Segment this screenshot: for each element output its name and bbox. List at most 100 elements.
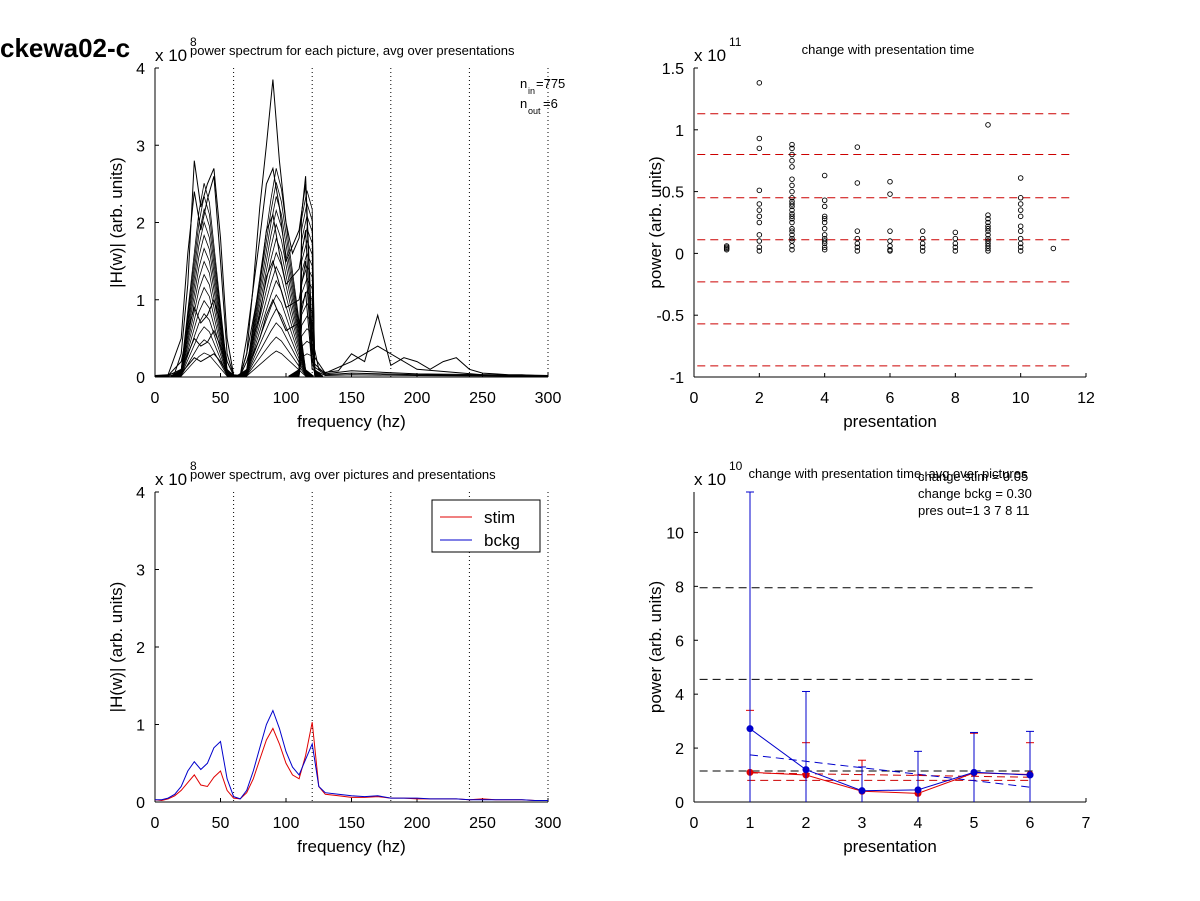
y-exponent-power: 8 [190,35,197,49]
data-point-bckg [970,768,978,776]
x-tick-label: 12 [1077,390,1095,407]
y-tick-label: -0.5 [656,308,684,325]
data-point [854,228,861,234]
y-tick-label: 2 [675,741,684,758]
y-tick-label: 8 [675,579,684,596]
data-point [985,219,991,226]
data-point [1017,228,1024,234]
data-point [789,225,795,232]
x-tick-label: 100 [273,815,300,832]
data-point [1017,213,1024,220]
data-point [952,229,959,236]
data-point [789,145,795,152]
annotation-line: pres out=1 3 7 8 11 [918,503,1029,518]
data-point [756,187,763,194]
data-point [821,225,828,232]
y-tick-label: 10 [666,525,684,542]
data-point [985,228,991,234]
x-axis-label: presentation [843,412,937,431]
spectrum-trace [170,220,236,377]
x-tick-label: 5 [970,815,979,832]
data-point [821,172,828,179]
spectrum-trace [170,183,236,377]
data-point [821,246,828,253]
x-tick-label: 2 [802,815,811,832]
data-point [756,248,763,254]
data-point [789,235,795,242]
data-point [756,244,763,250]
y-tick-label: 1 [675,123,684,140]
annotation-n: n [520,96,527,111]
x-tick-label: 0 [151,390,160,407]
data-point [854,248,861,254]
x-tick-label: 3 [858,815,867,832]
x-tick-label: 200 [404,390,431,407]
data-point [756,201,763,207]
data-point [756,135,763,142]
data-point [789,188,795,195]
y-exponent-base: x 10 [155,470,187,489]
data-point [985,248,991,254]
y-tick-label: 0 [675,246,684,263]
data-point [985,212,991,218]
panel-power-spectrum-each-picture: 0 50 100 150 200 250 300 0 1 2 3 4 frequency (hz) |H(… [107,35,565,431]
spectrum-trace [288,302,323,377]
data-point [887,228,893,234]
data-point [1017,248,1024,254]
spectrum-trace [154,166,549,376]
data-point [821,213,828,220]
annotation-n-out-value: =6 [543,96,558,111]
data-point [789,228,795,234]
panel-change-avg-over-pictures: 0 1 2 3 4 5 6 7 0 2 4 6 8 10 presentation power (arb. u… [646,459,1091,856]
y-tick-label: 1 [136,718,145,735]
spectrum-trace [236,293,314,377]
spectrum-trace [236,251,314,377]
series-line-stim [154,722,548,802]
y-axis-label: |H(w)| (arb. units) [107,582,126,713]
spectrum-trace [288,252,323,377]
y-exponent-power: 8 [190,459,197,473]
panel-change-with-presentation-time: 0 2 4 6 8 10 12 -1 -0.5 0 0.5 1 1.5 presentation power… [646,35,1095,431]
figure-label: ckewa02-c [0,33,130,63]
spectrum-trace [288,315,323,377]
data-point [919,244,926,250]
spectrum-trace [236,279,314,377]
x-tick-label: 2 [755,390,764,407]
data-point-bckg [802,766,810,774]
data-point [821,216,828,222]
data-point [1017,223,1024,229]
y-axis-label: |H(w)| (arb. units) [107,157,126,288]
data-point [789,157,795,164]
data-point [789,219,795,226]
data-point [789,213,795,220]
annotation-line: change bckg = 0.30 [918,486,1032,501]
x-tick-label: 4 [820,390,829,407]
data-point [789,176,795,182]
data-point [821,219,828,226]
y-tick-label: 1.5 [662,61,684,78]
series-line-bckg [749,728,1031,792]
x-tick-label: 0 [151,815,160,832]
y-tick-label: 0.5 [662,185,684,202]
data-point [985,122,991,128]
x-tick-label: 50 [212,815,230,832]
spectrum-trace [170,339,235,377]
spectrum-trace [170,247,236,377]
y-tick-label: 3 [136,563,145,580]
data-point [821,240,828,247]
y-tick-label: 4 [675,687,684,704]
chart-title: power spectrum, avg over pictures and pr… [190,467,496,482]
spectrum-trace [170,312,235,377]
data-point [919,248,926,254]
data-point [985,225,991,232]
panel-power-spectrum-avg: 0 50 100 150 200 250 300 0 1 2 3 4 frequency (hz) |H(… [107,459,561,856]
data-point-bckg [1026,771,1034,779]
x-tick-label: 6 [1026,815,1035,832]
data-point [789,203,795,210]
data-point [723,243,730,249]
data-point [789,201,795,207]
x-tick-label: 300 [535,390,562,407]
spectrum-trace [235,168,314,377]
data-point [789,216,795,222]
